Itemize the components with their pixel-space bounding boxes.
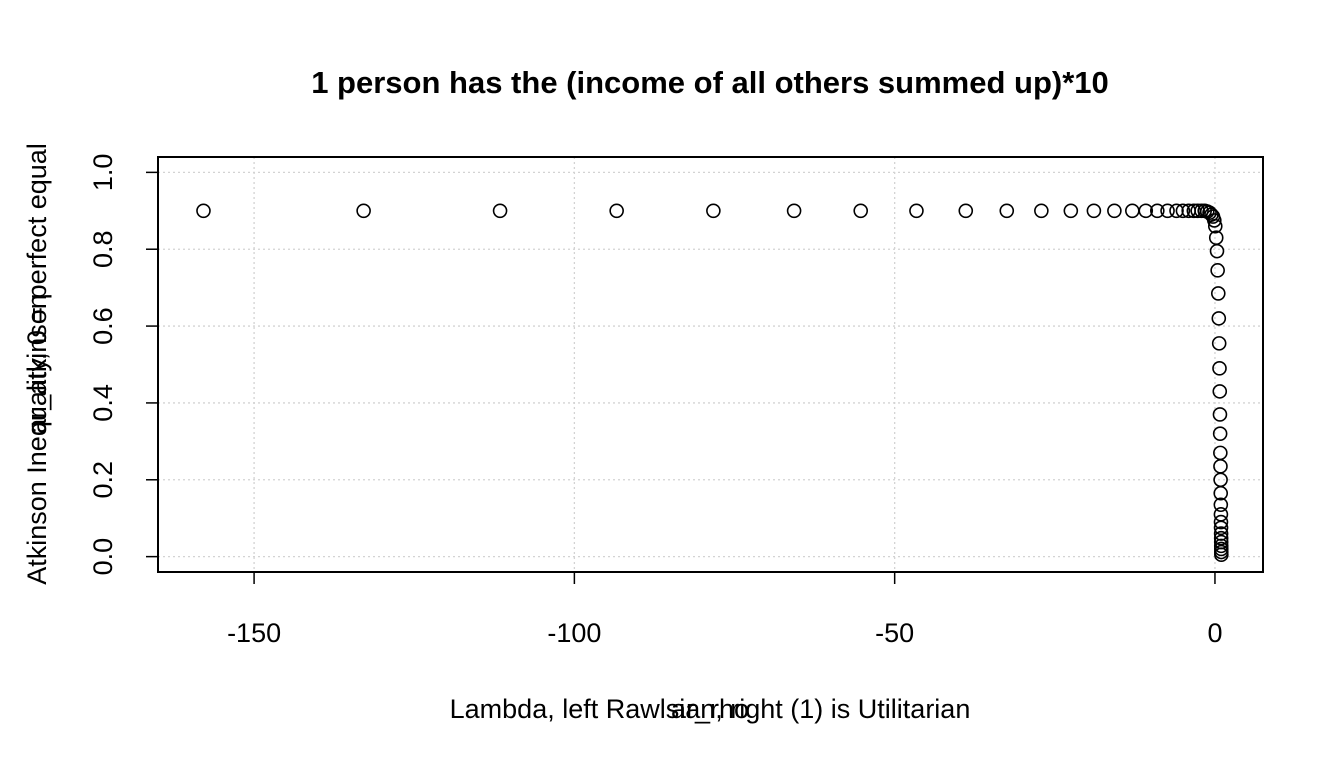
- x-tick-label: -150: [227, 618, 281, 648]
- data-point: [958, 203, 974, 219]
- data-point: [1213, 530, 1229, 546]
- data-point: [1213, 520, 1229, 536]
- data-point: [1213, 485, 1229, 501]
- x-tick-label: -50: [875, 618, 914, 648]
- data-point: [1212, 426, 1228, 441]
- y-axis-label-overlay: ar_atkinson: [22, 294, 52, 434]
- data-point: [492, 203, 508, 219]
- data-point: [1213, 514, 1229, 530]
- data-point: [1209, 243, 1225, 259]
- data-point: [786, 203, 802, 219]
- data-point: [999, 203, 1015, 219]
- x-tick-label: 0: [1207, 618, 1222, 648]
- x-axis-label: Lambda, left Rawlsian, right (1) is Util…: [450, 694, 971, 724]
- data-point: [1160, 203, 1175, 219]
- data-point: [1212, 384, 1228, 399]
- data-point: [1107, 203, 1122, 219]
- x-axis-label-overlay: ar_rho: [671, 694, 749, 724]
- data-point: [1207, 218, 1223, 234]
- data-point: [1086, 203, 1102, 219]
- data-point: [1207, 213, 1222, 228]
- data-point: [1034, 203, 1049, 219]
- data-point: [1212, 361, 1227, 376]
- grid-lines: [158, 157, 1263, 572]
- data-point: [1212, 407, 1228, 422]
- y-tick-label: 0.6: [88, 307, 118, 345]
- data-point: [1063, 203, 1079, 219]
- data-points: [196, 203, 1229, 563]
- data-point: [609, 203, 624, 219]
- data-point: [1138, 203, 1154, 219]
- x-axis: -150 -100 -50 0: [227, 572, 1222, 648]
- y-axis: 0.0 0.2 0.4 0.6 0.8 1.0: [88, 154, 158, 576]
- y-tick-label: 0.0: [88, 538, 118, 576]
- data-point: [196, 203, 211, 219]
- chart-title: 1 person has the (income of all others s…: [311, 65, 1109, 100]
- y-tick-label: 1.0: [88, 154, 118, 192]
- data-point: [1214, 547, 1229, 563]
- data-point: [1169, 203, 1184, 219]
- data-point: [1202, 205, 1217, 221]
- y-tick-label: 0.4: [88, 384, 118, 422]
- data-point: [1213, 445, 1228, 461]
- data-point: [1125, 203, 1140, 219]
- data-point: [706, 203, 721, 219]
- data-point: [1150, 203, 1165, 219]
- data-point: [909, 203, 924, 219]
- data-point: [1213, 472, 1228, 488]
- y-tick-label: 0.8: [88, 230, 118, 268]
- data-point: [1210, 263, 1225, 278]
- data-point: [1213, 507, 1229, 522]
- x-tick-label: -100: [547, 618, 601, 648]
- data-point: [1190, 203, 1205, 219]
- data-point: [853, 203, 869, 219]
- data-point: [1213, 497, 1229, 513]
- data-point: [1211, 336, 1227, 351]
- data-point: [356, 203, 371, 219]
- data-point: [1210, 286, 1226, 301]
- y-tick-label: 0.2: [88, 461, 118, 499]
- data-point: [1211, 311, 1227, 326]
- data-point: [1175, 203, 1191, 219]
- data-point: [1213, 459, 1228, 474]
- plot-frame: [157, 156, 1264, 573]
- y-axis-label: Atkinson Inequality, 0 = perfect equal: [22, 143, 52, 585]
